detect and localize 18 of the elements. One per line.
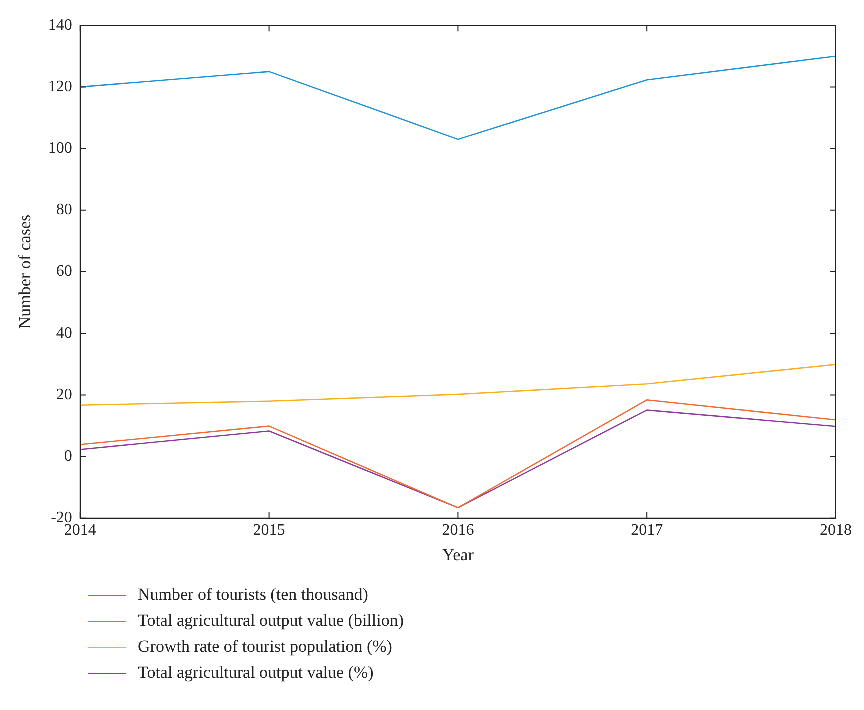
x-axis-title: Year [442, 545, 474, 564]
legend-label: Number of tourists (ten thousand) [138, 585, 368, 605]
x-tick-label: 2018 [820, 522, 852, 540]
y-tick-label: 80 [56, 202, 72, 219]
legend-label: Total agricultural output value (billion) [138, 611, 404, 631]
y-axis-title: Number of cases [16, 214, 35, 330]
x-tick-label: 2016 [442, 522, 474, 540]
x-tick-label: 2017 [631, 522, 664, 540]
legend-label: Total agricultural output value (%) [138, 663, 374, 683]
y-tick-label: 140 [48, 16, 72, 34]
y-tick-label: 100 [48, 140, 72, 158]
y-tick-label: 60 [56, 263, 72, 280]
y-tick-label: 120 [48, 78, 72, 96]
legend-label: Growth rate of tourist population (%) [138, 637, 392, 657]
y-tick-label: 0 [64, 448, 72, 466]
x-tick-label: 2015 [253, 522, 286, 540]
y-tick-label: 40 [56, 324, 72, 342]
y-tick-label: 20 [56, 386, 72, 404]
